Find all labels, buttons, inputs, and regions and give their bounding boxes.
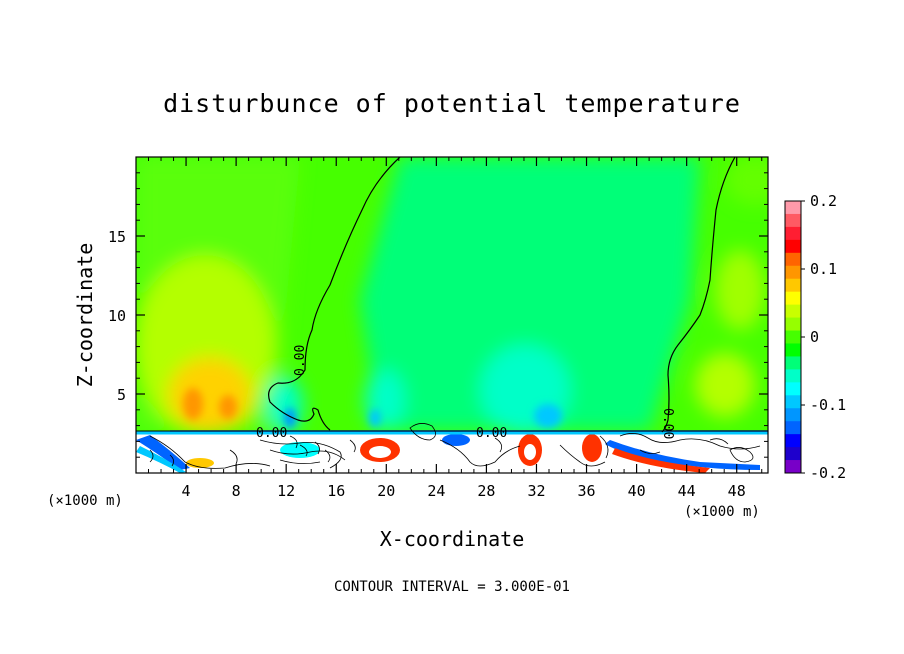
colorbar-tick-label: -0.2: [810, 464, 846, 482]
colorbar-swatch: [785, 343, 801, 357]
x-tick-label: 4: [182, 482, 191, 500]
field-cold-1: [284, 408, 296, 428]
colorbar-tick-label: 0.2: [810, 192, 837, 210]
bl-yellow-1: [186, 458, 214, 468]
colorbar-tick-label: 0.1: [810, 260, 837, 278]
bl-contours-9: [149, 437, 661, 467]
bl-contours-5: [439, 439, 521, 467]
contour-label-left: 0.00: [293, 345, 308, 376]
field-cold-2: [369, 409, 381, 427]
colorbar: 0.2 0.1 0 -0.1 -0.2: [784, 192, 846, 482]
colorbar-swatch: [785, 356, 801, 370]
y-axis-label: Z-coordinate: [73, 243, 97, 388]
x-tick-label: 8: [232, 482, 241, 500]
contour-label-bl-2: 0.00: [476, 426, 507, 441]
field-warm-core: [168, 357, 252, 433]
colorbar-swatch: [785, 447, 801, 461]
field-blobs: [136, 157, 768, 435]
colorbar-tick-label: 0: [810, 328, 819, 346]
bl-cyan-1: [280, 442, 320, 458]
colorbar-swatch: [785, 434, 801, 448]
colorbar-swatch: [785, 201, 801, 215]
bl-contours-1: [149, 435, 271, 469]
bl-blue-left: [136, 435, 190, 470]
bl-red-3: [582, 434, 602, 462]
bl-blue-left-2: [136, 446, 186, 473]
bl-blue-2: [442, 434, 470, 446]
field-warm-right: [715, 250, 765, 330]
bl-red-right: [612, 448, 710, 473]
bl-contours-2: [259, 439, 342, 469]
y-axis-ticks: 5 10 15: [108, 172, 768, 458]
field-cool-band: [360, 157, 700, 430]
colorbar-swatch: [785, 408, 801, 422]
colorbar-tick-label: -0.1: [810, 396, 846, 414]
bl-contours-3: [269, 449, 346, 464]
field-upper-right: [725, 157, 768, 205]
bl-contours-4: [409, 423, 436, 441]
bl-red-1-inner: [369, 446, 391, 458]
x-tick-label: 20: [377, 482, 395, 500]
field-hot-2: [219, 395, 237, 419]
colorbar-swatch: [785, 239, 801, 254]
bl-blue-right: [605, 440, 760, 470]
x-unit-right: (×1000 m): [684, 504, 760, 520]
y-tick-label: 15: [108, 228, 126, 246]
chart-title: disturbunce of potential temperature: [163, 89, 741, 118]
y-tick-label: 5: [117, 386, 126, 404]
colorbar-swatch: [785, 460, 801, 474]
x-tick-label: 32: [527, 482, 545, 500]
plot-area: 0.00 0.00 0.00 0.00: [136, 157, 768, 473]
bl-red-2-inner: [524, 444, 536, 460]
colorbar-swatch: [785, 369, 801, 383]
colorbar-swatch: [785, 304, 801, 319]
contour-label-bl-1: 0.00: [256, 426, 287, 441]
colorbar-swatch: [785, 265, 801, 280]
colorbar-swatch: [785, 252, 801, 267]
contour-label-right: 0.00: [660, 408, 675, 439]
x-tick-label: 36: [578, 482, 596, 500]
bl-contours-6: [559, 435, 609, 467]
x-tick-label: 40: [628, 482, 646, 500]
field-cold-3: [534, 404, 562, 428]
colorbar-swatch: [785, 395, 801, 409]
x-tick-label: 48: [728, 482, 746, 500]
colorbar-swatch: [785, 291, 801, 306]
field-warm-right-low: [695, 353, 755, 417]
x-axis-label: X-coordinate: [380, 527, 525, 551]
field-hot-1: [183, 388, 203, 420]
x-tick-label: 44: [678, 482, 696, 500]
colorbar-swatch: [785, 330, 801, 344]
bl-contours-7: [619, 433, 761, 450]
colorbar-swatch: [785, 317, 801, 332]
bl-contours-8: [709, 438, 754, 463]
bl-contours-10: [289, 435, 331, 463]
contours: [136, 157, 768, 469]
x-unit-left: (×1000 m): [47, 493, 123, 509]
colorbar-swatch: [785, 421, 801, 435]
x-tick-label: 28: [477, 482, 495, 500]
field-details: [183, 388, 562, 428]
y-tick-label: 10: [108, 307, 126, 325]
colorbar-swatch: [785, 213, 801, 228]
x-tick-label: 24: [427, 482, 445, 500]
colorbar-swatch: [785, 382, 801, 396]
footer-note: CONTOUR INTERVAL = 3.000E-01: [334, 579, 570, 595]
colorbar-swatch: [785, 226, 801, 241]
colorbar-swatch: [785, 278, 801, 293]
x-tick-label: 12: [277, 482, 295, 500]
x-tick-label: 16: [327, 482, 345, 500]
x-axis-ticks: 4 8 12 16 20 24 28 32 36 40 44 48: [148, 157, 763, 500]
zero-contour-right: [661, 157, 736, 433]
boundary-layer: [136, 430, 768, 473]
zero-contour-left: [268, 157, 401, 431]
